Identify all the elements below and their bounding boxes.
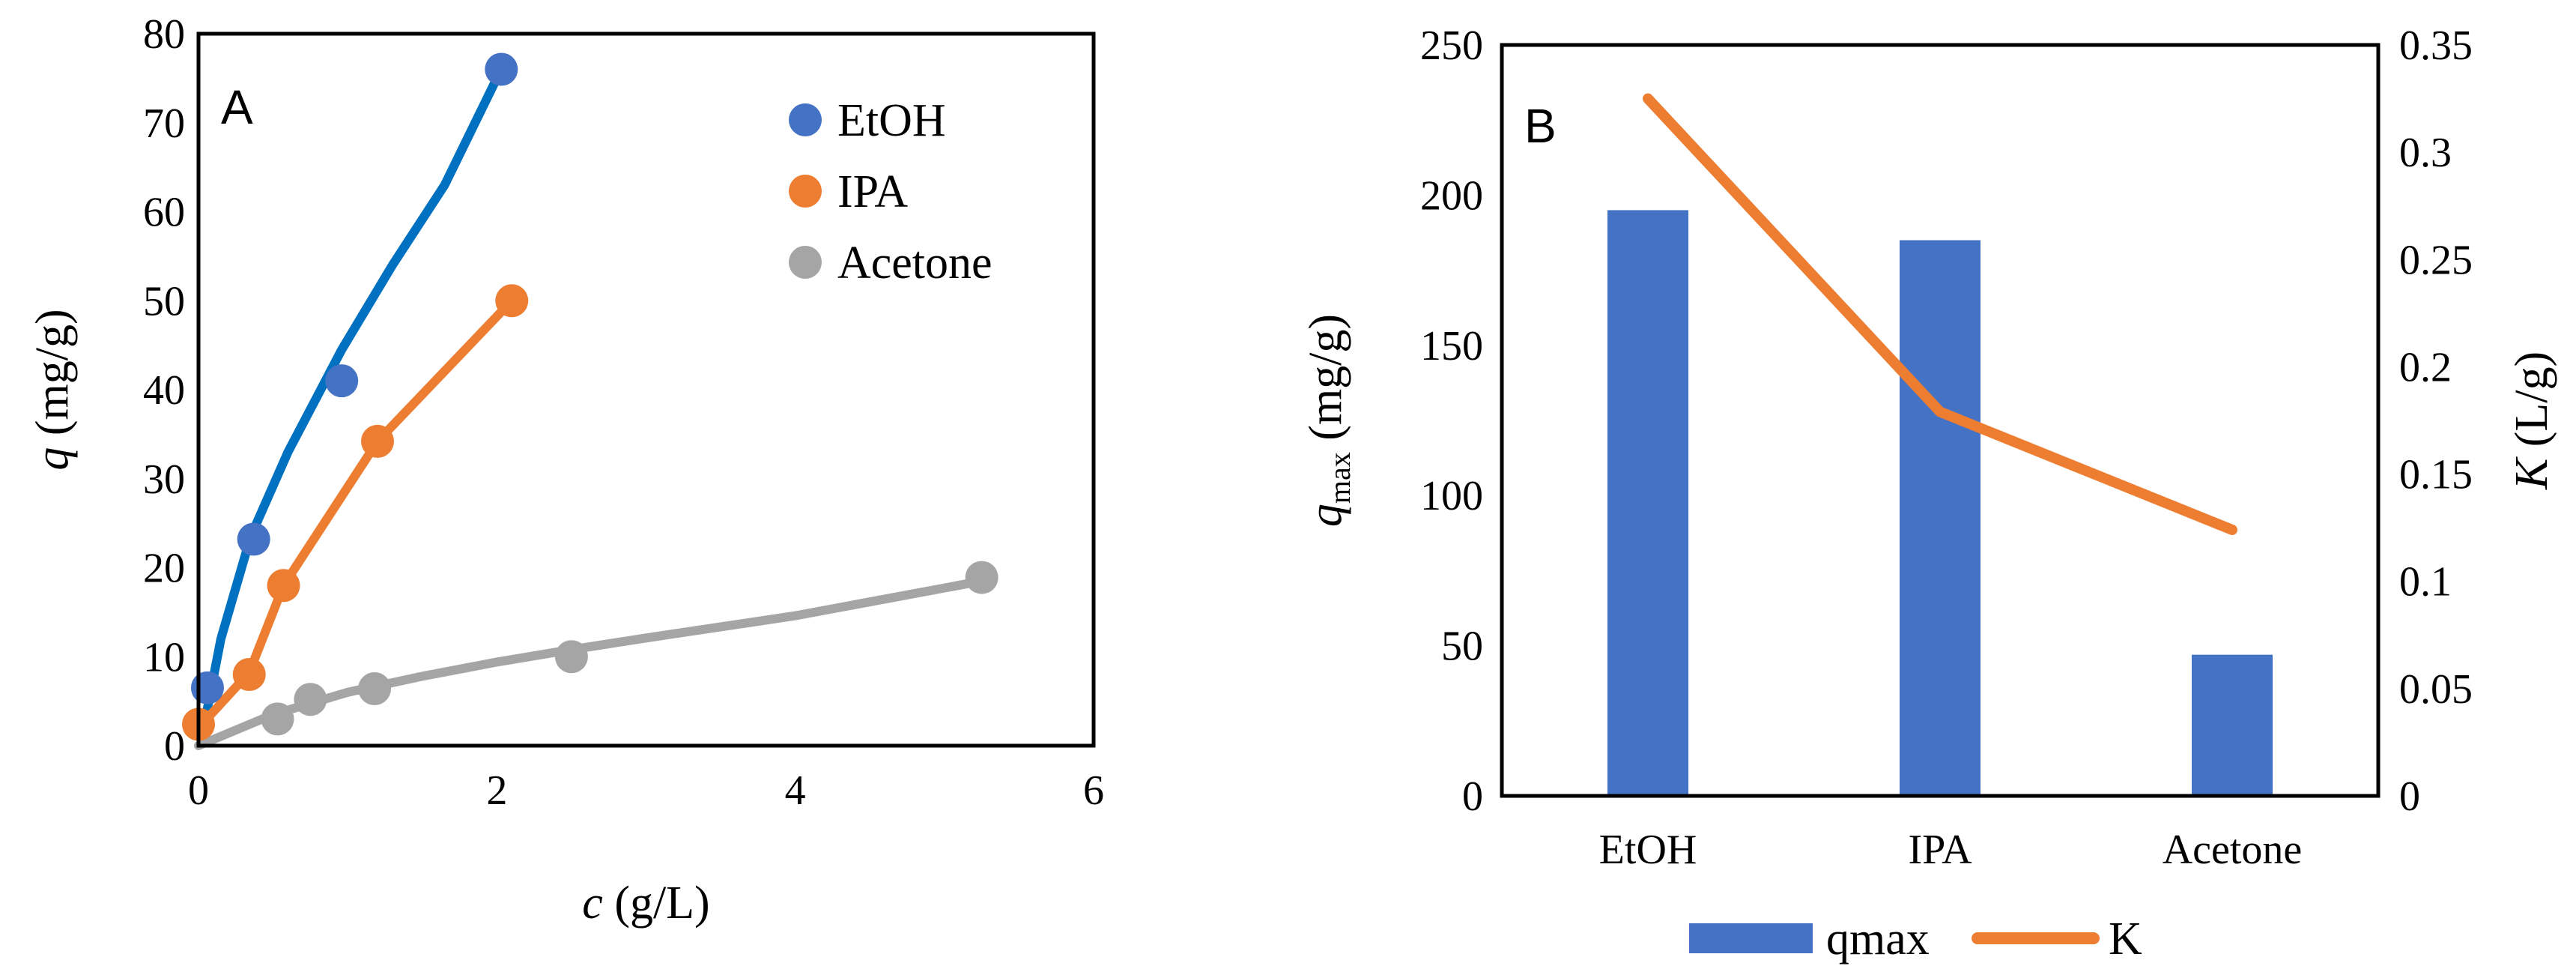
panel-b-y-tick-label-150: 150	[1420, 323, 1483, 369]
panel-a-legend-marker-etoh	[789, 103, 822, 136]
panel-b-y2-tick-label-0-3: 0.3	[2399, 130, 2452, 176]
panel-a-tick-labels: 0 10 20 30 40 50 60 70 80 0 2 4 6	[143, 11, 1104, 814]
panel-a-y-axis-variable: q	[27, 447, 78, 471]
panel-b-y-tick-label-0: 0	[1462, 773, 1483, 820]
panel-a-legend: EtOH IPA Acetone	[789, 95, 992, 289]
panel-a-legend-marker-ipa	[789, 175, 822, 208]
panel-b-y-axis-subscript: max	[1323, 452, 1357, 504]
panel-a-data-points	[182, 52, 998, 741]
panel-b-y-axis-title: qmax (mg/g)	[1300, 314, 1357, 527]
panel-b-bar-line-chart: 0 50 100 150 200 250 0 0.05 0.1 0.15 0.2 0.25 0.3 0.3…	[1300, 22, 2557, 965]
panel-a-fit-line-etoh	[200, 73, 502, 728]
panel-b-y-axis-unit: (mg/g)	[1300, 314, 1351, 452]
panel-b-tick-labels: 0 50 100 150 200 250 0 0.05 0.1 0.15 0.2 0.25 0.3 0.3…	[1420, 22, 2473, 873]
panel-a-legend-marker-acetone	[789, 246, 822, 279]
panel-a-point-acetone-1	[294, 683, 327, 716]
panel-a-y-axis-unit: (mg/g)	[27, 309, 78, 447]
panel-b-category-label-acetone: Acetone	[2163, 827, 2303, 873]
panel-b-y2-tick-label-0-15: 0.15	[2399, 452, 2473, 498]
panel-a-point-acetone-3	[554, 640, 588, 674]
panel-b-bar-ipa	[1900, 240, 1981, 796]
panel-b-y2-tick-label-0-05: 0.05	[2399, 666, 2473, 713]
panel-a-point-etoh-0	[190, 671, 224, 704]
panel-a-y-tick-label-70: 70	[143, 100, 185, 147]
panel-a-label: A	[221, 80, 253, 134]
panel-b-bar-etoh	[1607, 210, 1688, 796]
panel-a-x-axis-variable: c	[582, 878, 603, 929]
panel-a-y-tick-label-50: 50	[143, 278, 185, 325]
panel-a-x-axis-unit: (g/L)	[603, 878, 710, 929]
panel-a-y-tick-label-80: 80	[143, 11, 185, 58]
panel-b-label: B	[1524, 99, 1557, 153]
panel-a-x-tick-label-6: 6	[1083, 767, 1104, 814]
panel-b-y2-tick-label-0-1: 0.1	[2399, 559, 2452, 606]
panel-a-y-tick-label-40: 40	[143, 367, 185, 414]
panel-b-k-line	[1643, 93, 2237, 535]
panel-b-legend-swatch-qmax	[1689, 923, 1813, 953]
panel-a-legend-label-acetone: Acetone	[837, 238, 992, 289]
panel-b-y2-axis-variable: K	[2506, 456, 2557, 490]
panel-b-y2-tick-label-0-2: 0.2	[2399, 344, 2452, 390]
panel-a-y-tick-label-30: 30	[143, 456, 185, 503]
panel-a-point-acetone-2	[358, 672, 392, 705]
panel-a-point-ipa-3	[361, 424, 394, 458]
panel-b-y2-tick-label-0: 0	[2399, 773, 2420, 820]
panel-a-point-acetone-4	[965, 561, 998, 594]
panel-a-point-ipa-4	[495, 284, 529, 318]
panel-b-y-tick-label-250: 250	[1420, 22, 1483, 69]
panel-b-y-tick-label-200: 200	[1420, 172, 1483, 219]
panel-a-plot-frame	[196, 31, 1096, 748]
panel-a-x-tick-label-0: 0	[188, 767, 209, 814]
panel-b-y2-axis-title: K (L/g)	[2506, 351, 2557, 490]
panel-a-x-tick-label-4: 4	[785, 767, 806, 814]
panel-b-legend-label-k: K	[2109, 914, 2142, 965]
panel-b-y-tick-label-50: 50	[1441, 624, 1483, 670]
panel-a-legend-label-ipa: IPA	[837, 166, 908, 217]
panel-a-point-acetone-0	[261, 702, 294, 736]
panel-a-point-ipa-1	[232, 658, 266, 691]
panel-b-legend: qmax K	[1689, 914, 2142, 965]
panel-a-y-tick-label-60: 60	[143, 190, 185, 236]
panel-a-point-etoh-1	[237, 522, 270, 556]
panel-b-legend-label-qmax: qmax	[1826, 914, 1930, 965]
panel-b-bar-acetone	[2192, 654, 2273, 796]
panel-b-y2-axis-unit: (L/g)	[2506, 351, 2557, 459]
panel-b-category-label-ipa: IPA	[1908, 827, 1972, 873]
panel-a-y-axis-title: q (mg/g)	[27, 309, 78, 470]
panel-a-x-tick-label-2: 2	[486, 767, 507, 814]
panel-a-fit-line-acetone	[194, 576, 987, 750]
panel-a-legend-label-etoh: EtOH	[837, 95, 946, 146]
panel-a-scatter-chart: 0 10 20 30 40 50 60 70 80 0 2 4 6 A EtOH IPA Acetone c…	[27, 11, 1104, 929]
panel-b-plot-frame	[1500, 43, 2380, 798]
panel-b-bars	[1607, 210, 2273, 796]
panel-b-category-label-etoh: EtOH	[1599, 827, 1697, 873]
panel-b-line-k	[1643, 93, 2237, 535]
panel-a-y-tick-label-10: 10	[143, 634, 185, 680]
panel-b-y2-tick-label-0-25: 0.25	[2399, 237, 2473, 283]
panel-a-y-tick-label-20: 20	[143, 546, 185, 592]
panel-b-y2-tick-label-0-35: 0.35	[2399, 22, 2473, 69]
panel-a-y-tick-label-0: 0	[164, 723, 185, 770]
panel-a-point-etoh-3	[485, 52, 518, 86]
panel-a-point-etoh-2	[325, 364, 359, 398]
panel-a-x-axis-title: c (g/L)	[582, 878, 709, 929]
panel-b-y-axis-variable: q	[1300, 504, 1351, 527]
panel-a-point-ipa-2	[267, 569, 300, 603]
panel-b-y-tick-label-100: 100	[1420, 473, 1483, 519]
